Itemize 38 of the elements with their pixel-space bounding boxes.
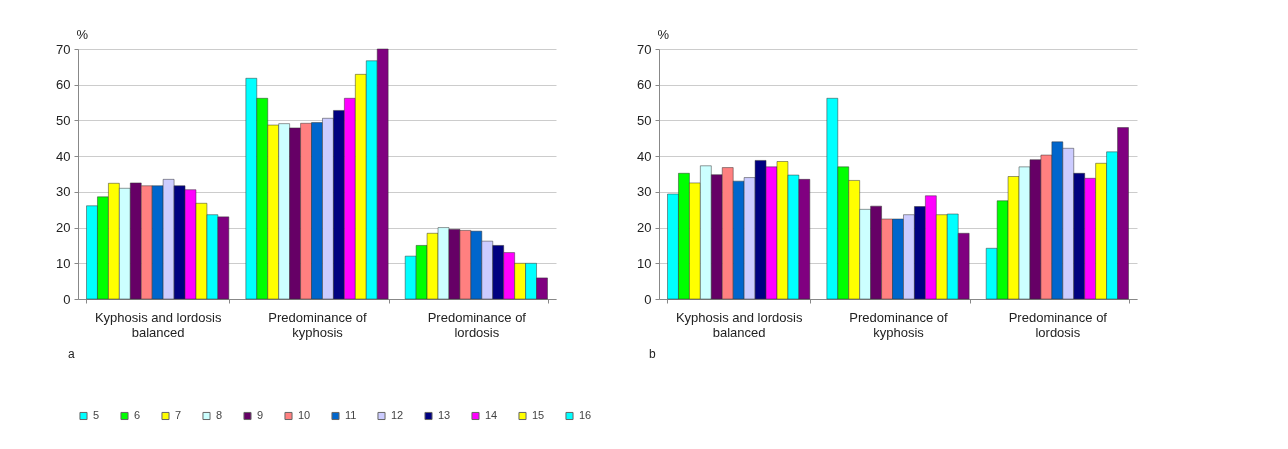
y-tick-label: 0 [644, 291, 652, 307]
x-tick-label: Kyphosis and lordosis balanced [675, 309, 803, 340]
legend-label: 13 [438, 408, 451, 421]
x-tick-label: Kyphosis and lordosis balanced [94, 309, 222, 340]
y-tick-label: 10 [56, 255, 71, 271]
y-tick-label: 10 [637, 255, 652, 271]
x-tick-label: Predominance of kyphosis [849, 309, 949, 340]
x-tick-label: Predominance of lordosis [1008, 309, 1108, 340]
legend-label: 12 [391, 408, 404, 421]
y-tick-label: 30 [56, 184, 71, 200]
y-tick-label: 50 [637, 112, 652, 128]
legend-label: 6 [134, 408, 141, 421]
text: b [649, 347, 656, 361]
y-tick-label: 60 [56, 77, 71, 93]
y-axis-title: % [657, 26, 670, 42]
y-tick-label: 70 [56, 41, 71, 57]
y-tick-label: 30 [637, 184, 652, 200]
y-tick-label: 40 [56, 148, 71, 164]
y-tick-label: 20 [637, 220, 652, 236]
y-axis-title: % [76, 26, 89, 42]
y-tick-label: 0 [63, 291, 71, 307]
text: a [68, 347, 75, 361]
legend-label: 14 [485, 408, 498, 421]
x-tick-label: Predominance of lordosis [427, 309, 527, 340]
legend-label: 9 [257, 408, 264, 421]
legend-label: 16 [579, 408, 592, 421]
y-tick-label: 60 [637, 77, 652, 93]
y-tick-label: 20 [56, 220, 71, 236]
legend-label: 5 [93, 408, 100, 421]
legend-label: 10 [298, 408, 311, 421]
legend-label: 11 [345, 408, 357, 421]
legend-label: 8 [216, 408, 223, 421]
y-tick-label: 40 [637, 148, 652, 164]
legend-label: 7 [175, 408, 182, 421]
x-tick-label: Predominance of kyphosis [268, 309, 368, 340]
y-tick-label: 70 [637, 41, 652, 57]
legend-label: 15 [532, 408, 545, 421]
y-tick-label: 50 [56, 112, 71, 128]
